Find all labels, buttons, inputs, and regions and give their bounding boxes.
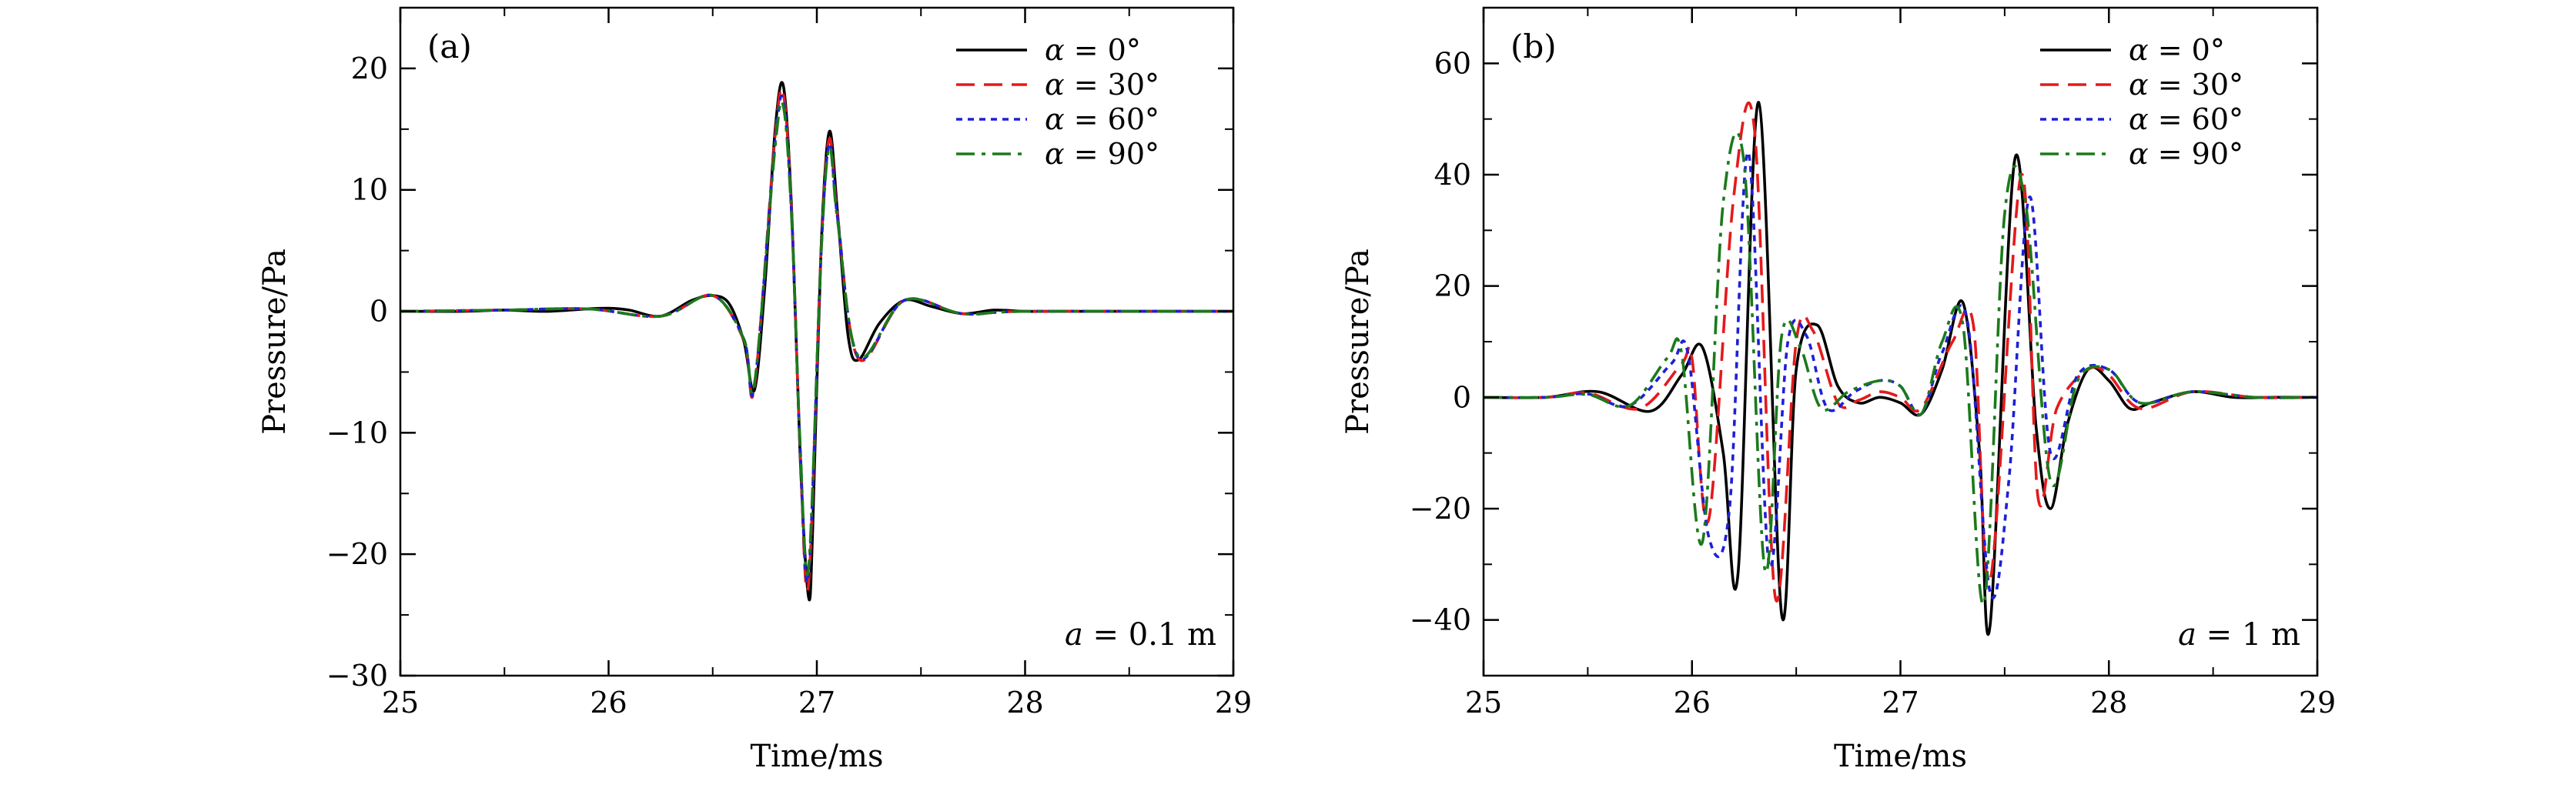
x-tick-label: 29 [1215, 686, 1252, 720]
y-tick-label: 40 [1434, 158, 1471, 192]
series-line-1 [1484, 101, 2317, 636]
y-tick-label: 20 [1434, 269, 1471, 303]
series-line-4 [400, 99, 1233, 576]
x-tick-label: 29 [2299, 686, 2336, 720]
legend-label-2: α = 30° [1045, 68, 1159, 102]
x-tick-label: 25 [382, 686, 419, 720]
legend-label-3: α = 60° [1045, 102, 1159, 136]
legend-label-2: α = 30° [2129, 68, 2243, 102]
legend-label-1: α = 0° [2129, 33, 2225, 67]
chart-panel-a: 25 26 27 28 29 −30 −20 −10 0 10 20 Time/ms Pressure/… [257, 6, 1252, 774]
x-tick-label: 28 [1006, 686, 1043, 720]
x-axis-label: Time/ms [750, 739, 883, 774]
x-tick-label: 28 [2090, 686, 2127, 720]
x-axis-label: Time/ms [1834, 739, 1967, 774]
series-line-2 [1484, 101, 2317, 603]
y-tick-label: −10 [326, 416, 388, 449]
legend-label-1: α = 0° [1045, 33, 1141, 67]
chart-panel-b: 25 26 27 28 29 −40 −20 0 20 40 60 Time/ms Pressure/P… [1340, 6, 2336, 774]
series-group [400, 81, 1233, 602]
y-tick-label: 0 [1453, 380, 1471, 414]
x-tick-label: 25 [1465, 686, 1502, 720]
legend-label-4: α = 90° [2129, 137, 2243, 171]
y-tick-label: 20 [351, 52, 388, 85]
legend-label-3: α = 60° [2129, 102, 2243, 136]
y-tick-label: −20 [1410, 492, 1471, 526]
series-group [1484, 101, 2317, 636]
y-tick-label: 60 [1434, 46, 1471, 80]
panel-label: (a) [427, 28, 472, 65]
legend-label-4: α = 90° [1045, 137, 1159, 171]
y-tick-label: −30 [326, 659, 388, 693]
y-axis-label: Pressure/Pa [1340, 249, 1376, 435]
parameter-annotation: a = 1 m [2178, 617, 2300, 653]
y-tick-label: −20 [326, 537, 388, 571]
panel-label: (b) [1510, 28, 1557, 65]
series-line-4 [1484, 131, 2317, 606]
x-tick-label: 27 [1882, 686, 1919, 720]
y-axis-label: Pressure/Pa [257, 249, 293, 435]
y-tick-label: 10 [351, 173, 388, 207]
y-tick-label: 0 [370, 295, 388, 329]
x-tick-label: 26 [590, 686, 627, 720]
x-tick-label: 27 [798, 686, 835, 720]
y-tick-label: −40 [1410, 603, 1471, 637]
x-tick-label: 26 [1674, 686, 1711, 720]
parameter-annotation: a = 0.1 m [1065, 617, 1216, 653]
series-line-3 [1484, 151, 2317, 599]
